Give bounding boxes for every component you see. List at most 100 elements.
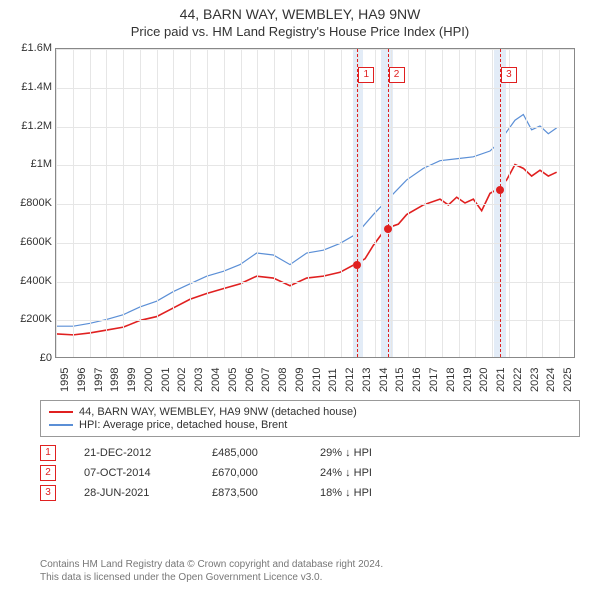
sale-row: 3 28-JUN-2021 £873,500 18% ↓ HPI <box>40 485 580 501</box>
event-vline <box>357 49 358 357</box>
legend: 44, BARN WAY, WEMBLEY, HA9 9NW (detached… <box>40 400 580 437</box>
x-axis-tick-label: 2010 <box>311 368 323 392</box>
title-block: 44, BARN WAY, WEMBLEY, HA9 9NW Price pai… <box>0 0 600 39</box>
chart-title: 44, BARN WAY, WEMBLEY, HA9 9NW <box>0 6 600 22</box>
x-axis-tick-label: 2014 <box>378 368 390 392</box>
gridline-vertical <box>475 49 476 357</box>
x-axis-tick-label: 1996 <box>76 368 88 392</box>
y-axis-tick-label: £1.2M <box>21 120 52 132</box>
x-axis-tick-label: 2001 <box>160 368 172 392</box>
gridline-vertical <box>106 49 107 357</box>
sale-price: £670,000 <box>212 467 292 479</box>
sale-marker-label: 2 <box>389 67 405 83</box>
x-axis-tick-label: 2003 <box>193 368 205 392</box>
gridline-vertical <box>308 49 309 357</box>
x-axis-tick-label: 2009 <box>294 368 306 392</box>
gridline-horizontal <box>56 165 574 166</box>
gridline-horizontal <box>56 127 574 128</box>
x-axis-tick-label: 2017 <box>428 368 440 392</box>
footer-line-2: This data is licensed under the Open Gov… <box>40 571 590 584</box>
x-axis-tick-label: 2022 <box>512 368 524 392</box>
sale-date: 21-DEC-2012 <box>84 447 184 459</box>
gridline-horizontal <box>56 88 574 89</box>
sale-marker-dot <box>496 186 504 194</box>
series-line <box>57 165 557 335</box>
gridline-vertical <box>224 49 225 357</box>
sale-diff: 18% ↓ HPI <box>320 487 420 499</box>
y-axis-tick-label: £800K <box>20 197 52 209</box>
gridline-vertical <box>73 49 74 357</box>
x-axis-tick-label: 2008 <box>277 368 289 392</box>
x-axis-tick-label: 2006 <box>244 368 256 392</box>
x-axis-tick-label: 2002 <box>176 368 188 392</box>
x-axis-tick-label: 2016 <box>411 368 423 392</box>
gridline-vertical <box>358 49 359 357</box>
gridline-vertical <box>526 49 527 357</box>
gridline-vertical <box>190 49 191 357</box>
gridline-horizontal <box>56 282 574 283</box>
y-axis-tick-label: £200K <box>20 313 52 325</box>
sale-date: 28-JUN-2021 <box>84 487 184 499</box>
gridline-vertical <box>559 49 560 357</box>
gridline-horizontal <box>56 204 574 205</box>
legend-item: HPI: Average price, detached house, Bren… <box>49 419 571 431</box>
legend-label: HPI: Average price, detached house, Bren… <box>79 419 287 431</box>
sale-diff: 24% ↓ HPI <box>320 467 420 479</box>
sale-index-box: 2 <box>40 465 56 481</box>
gridline-vertical <box>492 49 493 357</box>
gridline-vertical <box>459 49 460 357</box>
gridline-vertical <box>341 49 342 357</box>
x-axis-tick-label: 2021 <box>495 368 507 392</box>
sale-price: £873,500 <box>212 487 292 499</box>
sale-row: 121-DEC-2012£485,00029% ↓ HPI <box>40 445 580 461</box>
sales-table: 121-DEC-2012£485,00029% ↓ HPI207-OCT-201… <box>40 445 580 501</box>
sale-diff: 29% ↓ HPI <box>320 447 420 459</box>
legend-item: 44, BARN WAY, WEMBLEY, HA9 9NW (detached… <box>49 406 571 418</box>
x-axis-tick-label: 2005 <box>227 368 239 392</box>
gridline-vertical <box>56 49 57 357</box>
below-chart-block: 44, BARN WAY, WEMBLEY, HA9 9NW (detached… <box>40 400 580 505</box>
event-vline <box>388 49 389 357</box>
x-axis-tick-label: 1997 <box>93 368 105 392</box>
gridline-vertical <box>257 49 258 357</box>
sale-marker-label: 3 <box>501 67 517 83</box>
gridline-vertical <box>274 49 275 357</box>
sale-marker-dot <box>384 225 392 233</box>
y-axis-tick-label: £1.6M <box>21 42 52 54</box>
gridline-vertical <box>123 49 124 357</box>
legend-swatch <box>49 411 73 413</box>
gridline-vertical <box>324 49 325 357</box>
plot-area: 12 3 <box>55 48 575 358</box>
x-axis-tick-label: 2024 <box>545 368 557 392</box>
y-axis-tick-label: £1M <box>31 158 52 170</box>
x-axis-tick-label: 2004 <box>210 368 222 392</box>
gridline-vertical <box>442 49 443 357</box>
sale-marker-label: 1 <box>358 67 374 83</box>
legend-label: 44, BARN WAY, WEMBLEY, HA9 9NW (detached… <box>79 406 357 418</box>
gridline-vertical <box>509 49 510 357</box>
chart-subtitle: Price paid vs. HM Land Registry's House … <box>0 24 600 39</box>
series-svg <box>56 49 574 357</box>
sale-row: 207-OCT-2014£670,00024% ↓ HPI <box>40 465 580 481</box>
gridline-vertical <box>140 49 141 357</box>
gridline-vertical <box>391 49 392 357</box>
gridline-horizontal <box>56 320 574 321</box>
highlight-band <box>353 49 363 357</box>
gridline-vertical <box>542 49 543 357</box>
x-axis-tick-label: 2025 <box>562 368 574 392</box>
y-axis-tick-label: £0 <box>40 352 52 364</box>
legend-swatch <box>49 424 73 426</box>
footer-line-1: Contains HM Land Registry data © Crown c… <box>40 558 590 571</box>
x-axis-tick-label: 2020 <box>478 368 490 392</box>
y-axis-tick-label: £400K <box>20 275 52 287</box>
gridline-vertical <box>408 49 409 357</box>
x-axis-tick-label: 2015 <box>394 368 406 392</box>
x-axis-tick-label: 1995 <box>59 368 71 392</box>
sale-price: £485,000 <box>212 447 292 459</box>
event-vline <box>500 49 501 357</box>
gridline-vertical <box>90 49 91 357</box>
sale-index-box: 3 <box>40 485 56 501</box>
gridline-vertical <box>241 49 242 357</box>
gridline-horizontal <box>56 49 574 50</box>
attribution-footer: Contains HM Land Registry data © Crown c… <box>40 558 590 584</box>
